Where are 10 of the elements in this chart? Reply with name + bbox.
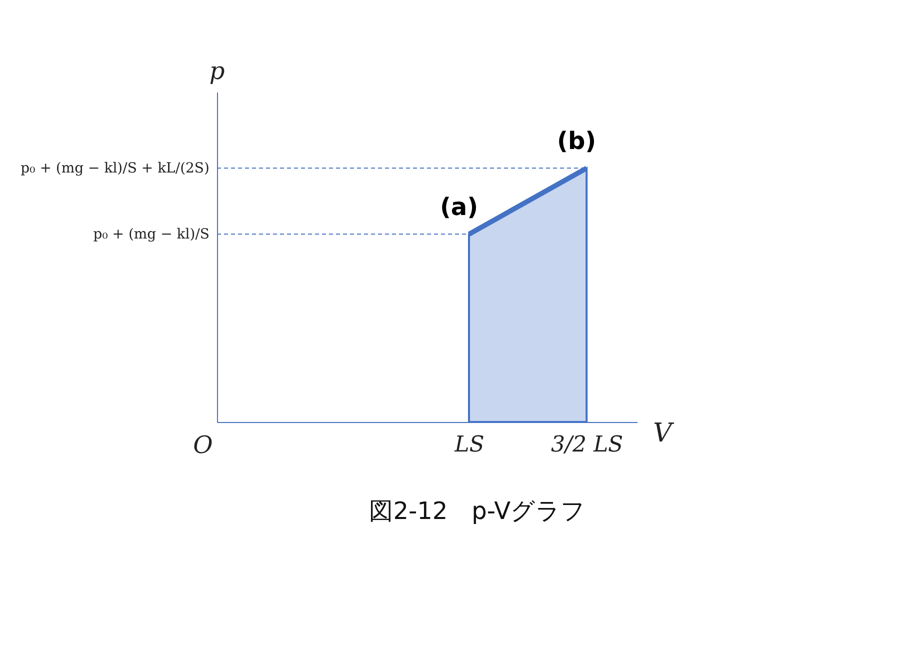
text: O (193, 431, 214, 459)
x-axis-title: V (653, 418, 674, 448)
text: p (209, 57, 225, 85)
x-tick-label: LS (454, 432, 484, 458)
ref-line-label: p₀ + (mg − kl)/S + kL/(2S) (20, 160, 210, 177)
caption: 図2-12 p-Vグラフ (369, 497, 586, 525)
ref-line-label: p₀ + (mg − kl)/S (93, 226, 210, 243)
annotation: (b) (557, 127, 596, 156)
x-tick-label: 3/2 LS (551, 432, 624, 458)
annotation: (a) (440, 193, 478, 222)
